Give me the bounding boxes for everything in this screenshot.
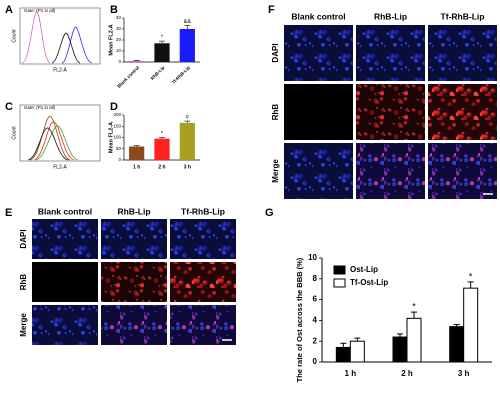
micrograph — [32, 262, 98, 302]
micrograph — [356, 84, 425, 140]
x-axis-label: FL2-A — [53, 67, 67, 73]
column-header: RhB-Lip — [374, 11, 407, 21]
micrograph — [428, 84, 497, 140]
panel-label: B — [110, 4, 118, 16]
y-axis-label: Mean FL2-A — [108, 122, 114, 153]
significance-mark: && — [184, 19, 192, 25]
micrograph — [32, 305, 98, 345]
bar — [449, 326, 465, 363]
panel-label: C — [5, 101, 13, 113]
row-label: RhB — [19, 274, 28, 291]
significance-mark: * — [161, 131, 164, 137]
legend-swatch — [333, 265, 346, 275]
row-label: RhB — [271, 104, 280, 121]
bar — [129, 60, 145, 62]
panel-label: G — [265, 207, 274, 219]
bar — [129, 146, 145, 160]
bar — [349, 340, 365, 363]
y-tick-label: 100 — [113, 135, 121, 140]
panel-label: E — [5, 207, 12, 219]
y-tick-label: 8 — [313, 274, 318, 283]
y-tick-label: 0 — [313, 357, 318, 366]
y-tick-label: 2 — [313, 336, 318, 345]
legend-label: Tf-Ost-Lip — [350, 278, 388, 287]
row-label: DAPI — [19, 229, 28, 248]
column-header: Tf-RhB-Lip — [441, 11, 485, 21]
y-tick-label: 0 — [118, 59, 121, 64]
micrograph — [101, 305, 167, 345]
significance-mark: # — [186, 115, 190, 121]
bar — [406, 317, 422, 363]
bar — [179, 29, 195, 62]
bar — [463, 287, 479, 363]
panel-label: F — [268, 4, 275, 16]
panel-label: A — [5, 4, 13, 16]
x-tick-label: 3 h — [458, 369, 470, 378]
x-tick-label: Tf-RhB-Lip — [171, 65, 191, 85]
x-tick-label: 3 h — [184, 164, 191, 170]
column-header: Blank control — [291, 11, 345, 21]
micrograph — [32, 219, 98, 259]
y-tick-label: 40 — [116, 15, 122, 20]
y-tick-label: 10 — [308, 253, 317, 262]
gate-title: Gate: (P1 in all) — [24, 105, 56, 110]
x-tick-label: RhB-Lip — [150, 65, 166, 81]
y-tick-label: 20 — [116, 37, 122, 42]
row-label: Merge — [19, 313, 28, 337]
y-tick-label: 6 — [313, 295, 318, 304]
micrograph — [170, 305, 236, 345]
y-tick-label: 0 — [118, 157, 121, 162]
column-header: Tf-RhB-Lip — [181, 206, 225, 216]
bar — [179, 122, 195, 160]
micrograph — [170, 219, 236, 259]
gate-title: Gate: (P1 in all) — [24, 8, 56, 13]
x-axis-label: FL2-A — [53, 164, 67, 170]
bar — [154, 138, 170, 160]
row-label: DAPI — [271, 43, 280, 62]
legend-swatch — [333, 278, 346, 288]
micrograph — [356, 25, 425, 81]
micrograph — [356, 143, 425, 199]
micrograph — [170, 262, 236, 302]
legend-label: Ost-Lip — [350, 265, 378, 274]
y-tick-label: 4 — [313, 316, 318, 325]
plot-frame — [19, 7, 101, 65]
row-label: Merge — [271, 159, 280, 183]
micrograph — [101, 219, 167, 259]
y-tick-label: 10 — [116, 48, 122, 53]
y-tick-label: 30 — [116, 26, 122, 31]
bar — [154, 43, 170, 62]
plot-frame — [19, 104, 101, 162]
x-tick-label: 2 h — [401, 369, 413, 378]
y-axis-label: Count — [11, 126, 17, 140]
significance-mark: * — [161, 35, 164, 41]
micrograph — [428, 25, 497, 81]
flow-curves — [21, 11, 93, 64]
micrograph — [284, 25, 353, 81]
column-header: RhB-Lip — [117, 206, 150, 216]
y-axis-label: Count — [11, 29, 17, 43]
micrograph — [284, 143, 353, 199]
column-header: Blank control — [38, 206, 92, 216]
y-axis-label: Mean FL2-A — [108, 24, 114, 55]
micrograph — [101, 262, 167, 302]
y-tick-label: 50 — [116, 146, 122, 151]
bar — [335, 346, 351, 363]
x-tick-label: 1 h — [345, 369, 357, 378]
y-tick-label: 150 — [113, 123, 121, 128]
y-axis-label: The rate of Ost across the BBB (%) — [295, 257, 304, 382]
y-tick-label: 200 — [113, 112, 121, 117]
significance-mark: * — [469, 271, 473, 281]
panel-label: D — [110, 101, 118, 113]
micrograph — [428, 143, 497, 199]
flow-curves — [27, 115, 79, 161]
micrograph — [284, 84, 353, 140]
x-tick-label: 1 h — [133, 164, 140, 170]
bar — [392, 336, 408, 363]
x-tick-label: Blank control — [116, 65, 140, 89]
x-tick-label: 2 h — [158, 164, 165, 170]
significance-mark: * — [412, 301, 416, 311]
